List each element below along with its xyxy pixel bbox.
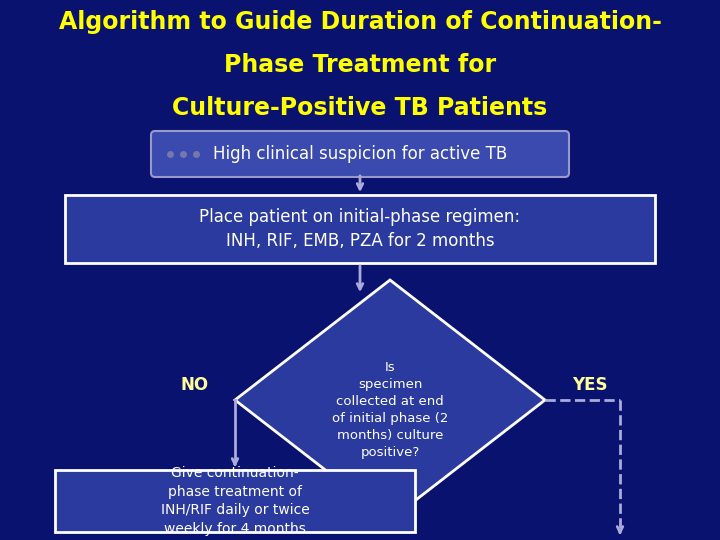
Text: Algorithm to Guide Duration of Continuation-: Algorithm to Guide Duration of Continuat…	[58, 10, 662, 34]
Text: High clinical suspicion for active TB: High clinical suspicion for active TB	[213, 145, 507, 163]
FancyBboxPatch shape	[65, 195, 655, 263]
Text: Give continuation-
phase treatment of
INH/RIF daily or twice
weekly for 4 months: Give continuation- phase treatment of IN…	[161, 467, 310, 536]
Text: Culture-Positive TB Patients: Culture-Positive TB Patients	[172, 96, 548, 120]
Text: Phase Treatment for: Phase Treatment for	[224, 53, 496, 77]
Text: Place patient on initial-phase regimen:
INH, RIF, EMB, PZA for 2 months: Place patient on initial-phase regimen: …	[199, 207, 521, 251]
Polygon shape	[235, 280, 545, 520]
Text: NO: NO	[181, 376, 209, 394]
Text: Is
specimen
collected at end
of initial phase (2
months) culture
positive?: Is specimen collected at end of initial …	[332, 361, 448, 459]
Text: YES: YES	[572, 376, 608, 394]
FancyBboxPatch shape	[55, 470, 415, 532]
FancyBboxPatch shape	[151, 131, 569, 177]
